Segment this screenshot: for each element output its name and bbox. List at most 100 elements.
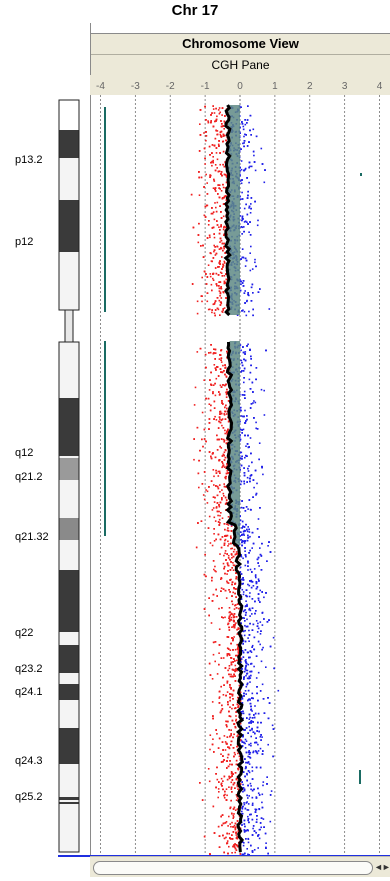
probe-point	[213, 501, 216, 503]
probe-point	[227, 825, 229, 827]
probe-point	[237, 752, 239, 755]
probe-point	[247, 689, 250, 692]
probe-point	[212, 507, 215, 509]
probe-point	[205, 283, 208, 285]
probe-point	[228, 543, 230, 545]
probe-point	[216, 494, 219, 497]
probe-point	[261, 736, 263, 738]
probe-point	[237, 768, 240, 771]
probe-point	[206, 292, 209, 294]
probe-point	[242, 593, 245, 596]
probe-point	[215, 120, 217, 122]
probe-point	[232, 619, 235, 622]
probe-point	[245, 802, 248, 804]
probe-point	[224, 535, 226, 537]
axis-tick-label: 2	[307, 81, 313, 92]
probe-point	[214, 394, 217, 397]
probe-point	[240, 578, 243, 581]
probe-point	[224, 589, 227, 592]
probe-point	[214, 309, 217, 311]
probe-point	[255, 582, 258, 584]
cgh-plot-pane[interactable]: -4 -3 -2 -1 0 1 2 3 4	[90, 75, 390, 856]
probe-point	[198, 459, 200, 462]
probe-point	[227, 703, 229, 706]
probe-point	[226, 760, 228, 762]
probe-point	[254, 169, 257, 172]
probe-point	[219, 152, 221, 154]
probe-point	[231, 693, 234, 696]
probe-point	[208, 614, 210, 617]
probe-point	[251, 598, 254, 600]
probe-point	[257, 847, 259, 849]
probe-point	[258, 580, 260, 582]
probe-point	[224, 282, 226, 284]
probe-point	[244, 747, 247, 749]
probe-point	[208, 428, 210, 430]
probe-point	[263, 596, 265, 599]
probe-point	[220, 657, 223, 659]
probe-point	[240, 168, 243, 171]
probe-point	[243, 145, 245, 148]
probe-point	[229, 823, 231, 825]
probe-point	[247, 508, 249, 510]
probe-point	[233, 658, 235, 660]
probe-point	[243, 221, 246, 223]
probe-point	[214, 348, 217, 351]
probe-point	[253, 161, 256, 163]
probe-point	[246, 300, 248, 303]
probe-point	[218, 607, 220, 610]
probe-point	[252, 314, 254, 317]
probe-point	[209, 154, 211, 156]
probe-point	[244, 510, 247, 512]
probe-point	[249, 681, 251, 683]
probe-point	[230, 561, 232, 563]
probe-point	[218, 299, 221, 302]
probe-point	[220, 777, 223, 780]
probe-point	[249, 698, 251, 700]
probe-point	[241, 282, 244, 284]
probe-point	[220, 782, 223, 785]
probe-point	[244, 290, 246, 292]
probe-point	[244, 614, 247, 616]
probe-point	[246, 415, 248, 417]
probe-point	[235, 622, 237, 624]
probe-point	[214, 188, 216, 191]
probe-point	[263, 712, 266, 714]
probe-point	[235, 551, 238, 553]
probe-point	[216, 224, 219, 226]
probe-point	[207, 224, 210, 226]
probe-point	[233, 751, 236, 754]
probe-point	[224, 384, 226, 387]
probe-point	[253, 830, 256, 832]
probe-point	[250, 165, 253, 168]
probe-point	[239, 853, 242, 855]
probe-point	[224, 550, 227, 552]
probe-point	[249, 568, 252, 571]
probe-point	[225, 475, 227, 478]
probe-point	[214, 301, 216, 304]
probe-point	[229, 706, 231, 708]
probe-point	[224, 187, 227, 189]
probe-point	[225, 393, 228, 396]
probe-point	[232, 808, 235, 810]
probe-point	[206, 490, 209, 493]
probe-point	[261, 648, 263, 651]
probe-point	[251, 646, 253, 648]
probe-point	[211, 144, 214, 146]
probe-point	[229, 693, 231, 695]
probe-point	[248, 181, 250, 184]
probe-point	[228, 626, 230, 629]
probe-point	[224, 741, 227, 743]
probe-point	[232, 689, 235, 692]
probe-point	[259, 736, 262, 738]
probe-point	[220, 590, 222, 592]
probe-point	[208, 662, 211, 665]
probe-point	[194, 386, 197, 389]
probe-point	[247, 583, 249, 586]
probe-point	[211, 212, 214, 215]
probe-point	[250, 674, 252, 677]
probe-point	[250, 651, 253, 653]
probe-point	[208, 422, 211, 424]
probe-point	[236, 820, 239, 822]
probe-point	[223, 275, 226, 277]
